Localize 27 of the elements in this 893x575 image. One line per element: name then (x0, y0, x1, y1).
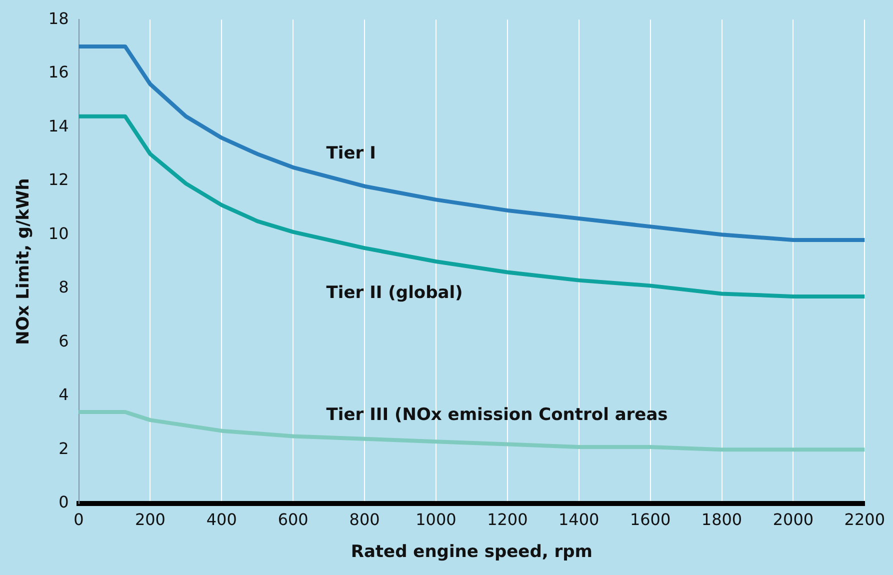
x-tick-label: 2200 (844, 510, 885, 530)
series-label: Tier I (326, 144, 376, 164)
y-tick-label: 8 (58, 278, 69, 297)
x-tick-label: 1800 (701, 510, 742, 530)
y-tick-label: 18 (48, 8, 69, 28)
y-tick-label: 0 (58, 492, 69, 512)
y-axis-title: NOx Limit, g/kWh (14, 178, 34, 345)
y-tick-label: 12 (48, 170, 69, 190)
x-tick-label: 0 (74, 510, 84, 530)
x-tick-label: 1600 (630, 510, 671, 530)
x-tick-label: 800 (349, 510, 380, 530)
series-label: Tier III (NOx emission Control areas (326, 404, 668, 425)
x-tick-label: 200 (134, 510, 166, 530)
x-tick-label: 400 (206, 510, 237, 530)
y-tick-label: 6 (58, 331, 69, 350)
x-tick-label: 600 (278, 510, 308, 530)
y-tick-label: 10 (48, 224, 69, 243)
x-axis-title: Rated engine speed, rpm (350, 542, 593, 562)
x-tick-label: 1200 (487, 510, 528, 530)
y-tick-label: 14 (48, 116, 69, 136)
y-tick-label: 16 (48, 62, 69, 82)
y-tick-label: 2 (58, 438, 69, 458)
x-tick-label: 2000 (772, 510, 814, 530)
x-tick-label: 1000 (416, 510, 456, 530)
x-tick-label: 1400 (558, 510, 600, 530)
y-tick-label: 4 (58, 385, 69, 404)
series-label: Tier II (global) (326, 282, 463, 303)
